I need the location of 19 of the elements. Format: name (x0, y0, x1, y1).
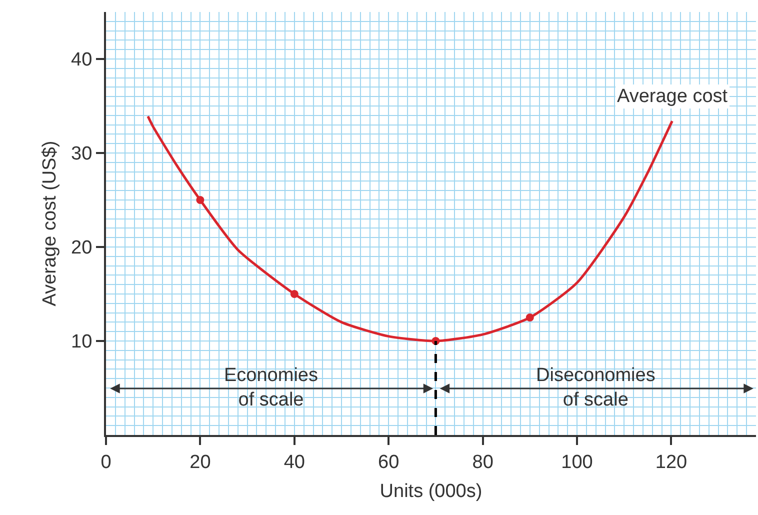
x-tick-label: 40 (284, 452, 305, 473)
x-tick-label: 100 (561, 452, 593, 473)
x-tick-label: 20 (190, 452, 211, 473)
series-label: Average cost (617, 86, 728, 107)
point (290, 290, 298, 298)
x-axis-title: Units (000s) (380, 481, 482, 502)
x-tick-label: 0 (100, 452, 112, 473)
point (196, 196, 204, 204)
annotation: Economies of scale (224, 365, 318, 411)
annotation: Diseconomies of scale (536, 365, 656, 411)
x-tick-label: 120 (655, 452, 688, 473)
x-tick-label: 80 (472, 452, 494, 473)
y-tick-label: 30 (71, 144, 92, 165)
point (526, 314, 534, 322)
y-axis-title: Average cost (US$) (39, 140, 60, 306)
x-tick-label: 60 (378, 452, 400, 473)
y-tick-label: 40 (71, 50, 92, 71)
y-tick-label: 20 (71, 238, 92, 259)
y-tick-label: 10 (71, 332, 92, 353)
